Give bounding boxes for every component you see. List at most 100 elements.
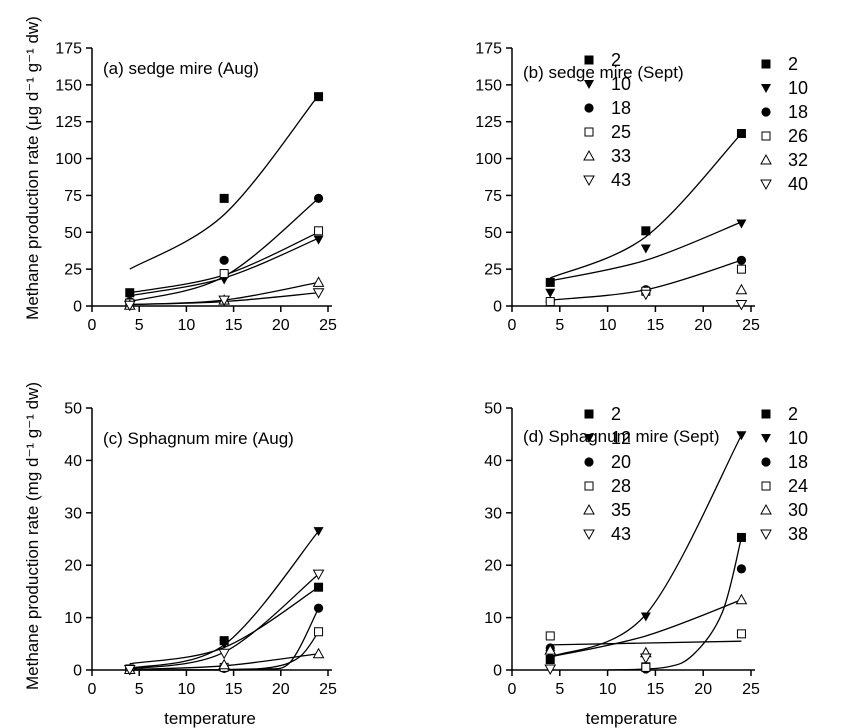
panel-b: 0 25 50 75 100 125 150 175 0 5 10 15 20 25 (b) sedge m… bbox=[475, 41, 808, 335]
legend: 2 10 18 24 30 38 bbox=[760, 404, 808, 544]
data-point-35 bbox=[218, 658, 231, 670]
x-tick-label: 25 bbox=[319, 317, 337, 334]
x-tick-label: 10 bbox=[599, 317, 617, 334]
legend-label-20: 20 bbox=[611, 452, 631, 472]
data-point-43 bbox=[218, 295, 231, 307]
y-tick-label: 0 bbox=[73, 299, 82, 316]
legend-marker-2 bbox=[584, 55, 594, 65]
data-point-26 bbox=[545, 297, 555, 307]
data-point-24 bbox=[545, 631, 555, 641]
legend-label-25: 25 bbox=[611, 122, 631, 142]
legend-marker-18 bbox=[761, 107, 771, 117]
legend-marker-10 bbox=[584, 80, 594, 89]
y-tick-label: 50 bbox=[64, 401, 82, 418]
data-point-2 bbox=[125, 288, 135, 298]
legend-marker-30 bbox=[760, 503, 772, 515]
legend-marker-32 bbox=[760, 153, 772, 165]
data-point-32 bbox=[735, 283, 748, 295]
y-tick-label: 20 bbox=[64, 558, 82, 575]
data-point-40 bbox=[735, 300, 748, 311]
fit-curve-28 bbox=[129, 631, 320, 671]
data-point-10 bbox=[736, 219, 747, 229]
y-tick-label: 50 bbox=[484, 225, 502, 242]
x-tick-label: 25 bbox=[742, 681, 760, 698]
data-point-33 bbox=[312, 276, 325, 287]
x-tick-label: 10 bbox=[178, 681, 196, 698]
legend-marker-43 bbox=[583, 529, 595, 541]
legend-label-26: 26 bbox=[788, 126, 808, 146]
legend-marker-24 bbox=[761, 481, 771, 491]
data-point-10 bbox=[736, 431, 747, 441]
data-point-24 bbox=[736, 629, 746, 639]
legend-marker-10 bbox=[761, 84, 771, 93]
data-point-25 bbox=[314, 226, 324, 236]
data-point-43 bbox=[312, 288, 325, 299]
data-point-10 bbox=[545, 288, 556, 298]
x-axis-label: temperature bbox=[586, 709, 678, 728]
data-point-12 bbox=[219, 639, 230, 649]
legend-marker-35 bbox=[583, 503, 595, 515]
data-point-25 bbox=[219, 269, 229, 279]
y-tick-label: 40 bbox=[64, 453, 82, 470]
data-point-10 bbox=[640, 612, 651, 622]
data-point-20 bbox=[313, 603, 324, 613]
x-axis-label: temperature bbox=[164, 709, 256, 728]
data-point-43 bbox=[123, 664, 136, 676]
y-tick-label: 75 bbox=[484, 188, 502, 205]
y-axis-label: Methane production rate (mg d⁻¹ g⁻¹ dw) bbox=[23, 382, 42, 690]
legend-label-43: 43 bbox=[611, 170, 631, 190]
y-tick-label: 30 bbox=[484, 505, 502, 522]
x-tick-label: 10 bbox=[599, 681, 617, 698]
legend-label-10: 10 bbox=[611, 74, 631, 94]
legend-label-38: 38 bbox=[788, 524, 808, 544]
x-tick-label: 20 bbox=[272, 681, 290, 698]
legend-label-30: 30 bbox=[788, 500, 808, 520]
y-tick-label: 20 bbox=[484, 558, 502, 575]
data-point-35 bbox=[312, 647, 325, 659]
data-point-18 bbox=[219, 255, 229, 265]
y-tick-label: 10 bbox=[484, 610, 502, 627]
fit-curve-2 bbox=[549, 133, 742, 279]
legend-label-2: 2 bbox=[611, 404, 621, 424]
panel-title: (b) sedge mire (Sept) bbox=[523, 63, 684, 82]
y-tick-label: 50 bbox=[64, 225, 82, 242]
fit-curve-30 bbox=[550, 599, 742, 658]
panel-title: (d) Sphagnum mire (Sept) bbox=[523, 427, 720, 446]
data-point-2 bbox=[545, 277, 555, 287]
y-tick-label: 0 bbox=[73, 663, 82, 680]
fit-curve-2 bbox=[129, 94, 320, 270]
y-tick-label: 100 bbox=[475, 151, 502, 168]
x-tick-label: 0 bbox=[508, 317, 517, 334]
data-point-18 bbox=[313, 193, 324, 203]
legend-marker-2 bbox=[761, 409, 771, 419]
legend: 2 10 18 25 33 43 bbox=[583, 50, 631, 190]
y-tick-label: 10 bbox=[64, 610, 82, 627]
data-point-10 bbox=[640, 244, 651, 254]
legend-label-40: 40 bbox=[788, 174, 808, 194]
x-tick-label: 5 bbox=[135, 681, 144, 698]
data-point-38 bbox=[639, 653, 652, 664]
legend-marker-26 bbox=[761, 131, 771, 141]
legend-marker-2 bbox=[584, 409, 594, 419]
x-tick-label: 0 bbox=[508, 681, 517, 698]
data-point-30 bbox=[544, 644, 557, 655]
x-tick-label: 20 bbox=[272, 317, 290, 334]
fit-curve-24 bbox=[550, 640, 742, 646]
legend-marker-25 bbox=[584, 127, 594, 137]
y-tick-label: 125 bbox=[55, 114, 82, 131]
legend-label-18: 18 bbox=[611, 98, 631, 118]
legend-label-43: 43 bbox=[611, 524, 631, 544]
y-tick-label: 175 bbox=[475, 41, 502, 58]
y-tick-label: 75 bbox=[64, 188, 82, 205]
legend-marker-2 bbox=[761, 59, 771, 69]
x-tick-label: 15 bbox=[647, 317, 665, 334]
legend: 2 10 18 26 32 40 bbox=[760, 54, 808, 194]
data-point-2 bbox=[641, 226, 651, 236]
y-tick-label: 175 bbox=[55, 41, 82, 58]
y-axis-label: Methane production rate (μg d⁻¹ g⁻¹ dw) bbox=[23, 16, 42, 320]
x-tick-label: 0 bbox=[88, 681, 97, 698]
x-tick-label: 5 bbox=[555, 317, 564, 334]
data-point-43 bbox=[312, 569, 325, 581]
